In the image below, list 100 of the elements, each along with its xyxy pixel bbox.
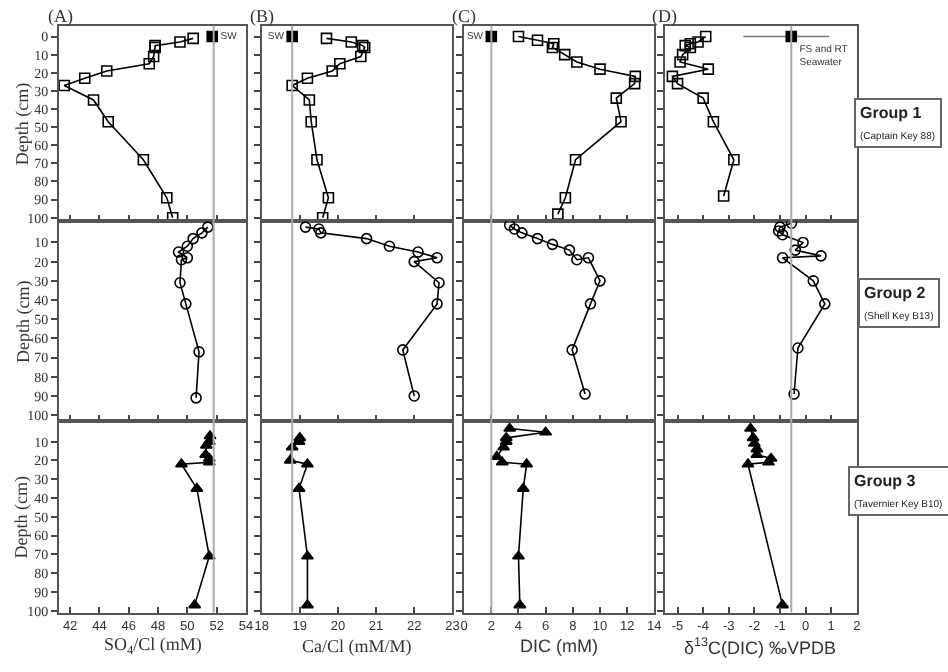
point [292,482,306,492]
point [320,32,333,45]
point [187,32,199,45]
point [569,153,582,166]
point [776,251,789,264]
point [807,275,820,287]
point [584,298,597,310]
point [137,153,150,166]
text: Group 1 [860,104,923,122]
point [334,57,346,70]
point [408,255,421,268]
point [728,153,740,166]
point [78,72,91,85]
point [202,221,214,233]
point [792,342,804,354]
point [303,94,316,106]
point [175,253,188,266]
point [629,70,642,83]
point [326,65,339,77]
x-axis-title: Ca/Cl (mM/M) [302,636,412,656]
point [628,77,641,90]
point [699,30,712,43]
point [202,550,216,560]
point [520,458,534,468]
point [408,390,421,402]
point [396,344,409,356]
point [100,65,113,77]
point [666,70,679,83]
point [431,251,443,264]
point [311,153,323,166]
point [143,57,156,70]
point [531,34,544,46]
point [546,238,559,251]
point [180,298,192,310]
point [717,190,730,202]
point [679,39,692,52]
point [539,426,553,436]
point [313,223,325,235]
point [684,41,697,54]
point [707,115,720,128]
point [196,227,208,239]
point [615,115,627,128]
point [671,77,684,90]
point [582,251,595,264]
point [684,38,697,50]
point [174,36,186,48]
point [305,115,318,128]
point [161,191,173,204]
point [174,276,186,289]
point [172,246,185,258]
chart-title: (C) [452,6,476,26]
chart-title: (A) [48,6,73,26]
y-axis-title: Depth (cm) [12,82,33,166]
x-axis-title: DIC (mM) [520,636,598,656]
point [513,599,527,609]
chart-title: (B) [250,6,274,26]
point [190,482,204,492]
point [692,36,704,48]
text: Group 2 [864,284,927,302]
point [579,388,591,400]
point [702,63,715,75]
point [301,72,314,85]
point [193,346,205,358]
point [563,244,576,256]
point [322,191,335,204]
point [87,94,100,106]
point [516,482,530,492]
point [558,48,571,61]
point [181,240,194,253]
point [548,38,560,50]
point [674,56,686,68]
point [102,115,114,128]
point [383,240,396,253]
annotation: Group 3 [854,472,917,490]
point [610,92,623,104]
point [503,422,517,432]
point [559,191,572,204]
point [431,298,443,310]
point [774,221,786,233]
chart-title: (D) [652,6,677,26]
point [676,48,689,61]
point [147,50,160,63]
point [188,599,202,609]
point [789,244,802,256]
point [512,30,525,43]
point [772,225,785,237]
point [412,246,424,258]
point [571,253,583,266]
point [503,221,516,231]
point [815,250,827,262]
point [788,388,800,400]
point [286,79,298,92]
point [516,227,528,239]
point [187,232,199,245]
point [345,36,358,48]
point [495,456,509,466]
point [552,208,564,220]
x-axis-title: SO$_{4}$/Cl (mM) [104,634,202,658]
point [531,232,544,245]
point [190,392,202,404]
